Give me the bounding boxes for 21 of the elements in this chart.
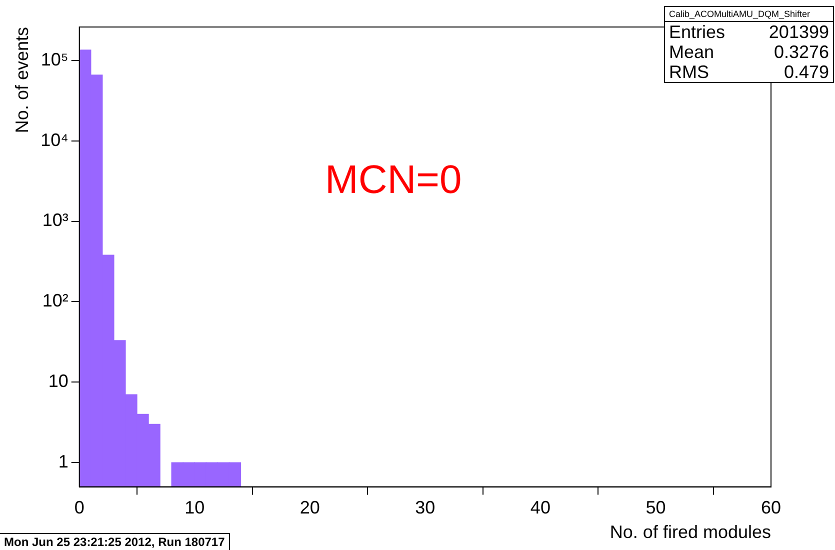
text: Calib_ACOMultiAMU_DQM_Shifter <box>665 7 833 22</box>
x-axis-title: No. of fired modules <box>610 522 771 542</box>
text: Entries 201399 <box>669 22 829 42</box>
y-axis-title: No. of events <box>12 27 32 134</box>
x-tick-label: 40 <box>530 498 550 518</box>
x-tick-label: 20 <box>300 498 320 518</box>
y-tick-label: 10 <box>48 371 68 392</box>
y-tick-label: 1 <box>58 452 68 472</box>
y-tick-label: 10² <box>42 290 68 311</box>
x-tick-label: 10 <box>184 498 205 518</box>
text: Mon Jun 25 23:21:25 2012, Run 180717 <box>0 533 230 550</box>
x-tick-label: 0 <box>74 498 84 518</box>
x-tick-label: 30 <box>415 498 436 518</box>
text: RMS 0.479 <box>669 62 829 82</box>
y-tick-label: 10⁴ <box>40 130 68 150</box>
annotation: MCN=0 <box>325 158 462 203</box>
y-tick-label: 10³ <box>42 210 68 230</box>
y-tick-label: 10⁵ <box>40 49 68 70</box>
text: Mean 0.3276 <box>669 42 829 62</box>
x-tick-label: 50 <box>646 498 666 518</box>
x-tick-label: 60 <box>760 498 782 518</box>
